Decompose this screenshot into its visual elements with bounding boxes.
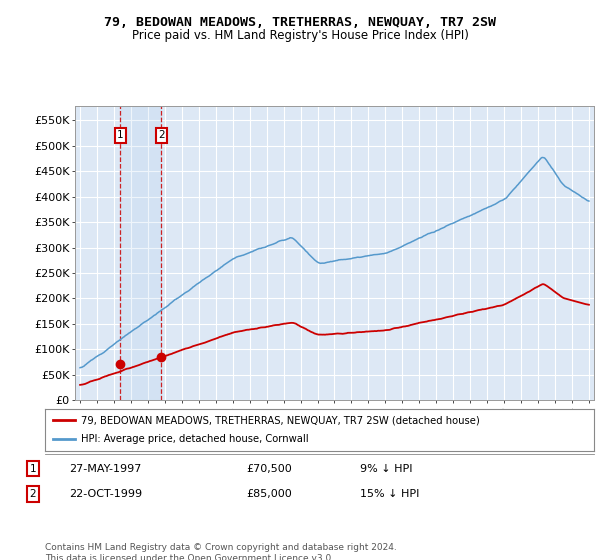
Text: 9% ↓ HPI: 9% ↓ HPI bbox=[360, 464, 413, 474]
Text: 1: 1 bbox=[29, 464, 37, 474]
Text: 27-MAY-1997: 27-MAY-1997 bbox=[69, 464, 142, 474]
Text: 15% ↓ HPI: 15% ↓ HPI bbox=[360, 489, 419, 499]
Text: 2: 2 bbox=[29, 489, 37, 499]
Text: Contains HM Land Registry data © Crown copyright and database right 2024.
This d: Contains HM Land Registry data © Crown c… bbox=[45, 543, 397, 560]
Text: 1: 1 bbox=[117, 130, 124, 141]
Text: 22-OCT-1999: 22-OCT-1999 bbox=[69, 489, 142, 499]
Text: £70,500: £70,500 bbox=[246, 464, 292, 474]
Text: HPI: Average price, detached house, Cornwall: HPI: Average price, detached house, Corn… bbox=[80, 435, 308, 445]
Text: £85,000: £85,000 bbox=[246, 489, 292, 499]
Text: 79, BEDOWAN MEADOWS, TRETHERRAS, NEWQUAY, TR7 2SW (detached house): 79, BEDOWAN MEADOWS, TRETHERRAS, NEWQUAY… bbox=[80, 415, 479, 425]
Text: Price paid vs. HM Land Registry's House Price Index (HPI): Price paid vs. HM Land Registry's House … bbox=[131, 29, 469, 42]
Bar bbox=[121, 106, 161, 400]
Text: 79, BEDOWAN MEADOWS, TRETHERRAS, NEWQUAY, TR7 2SW: 79, BEDOWAN MEADOWS, TRETHERRAS, NEWQUAY… bbox=[104, 16, 496, 29]
Text: 2: 2 bbox=[158, 130, 165, 141]
